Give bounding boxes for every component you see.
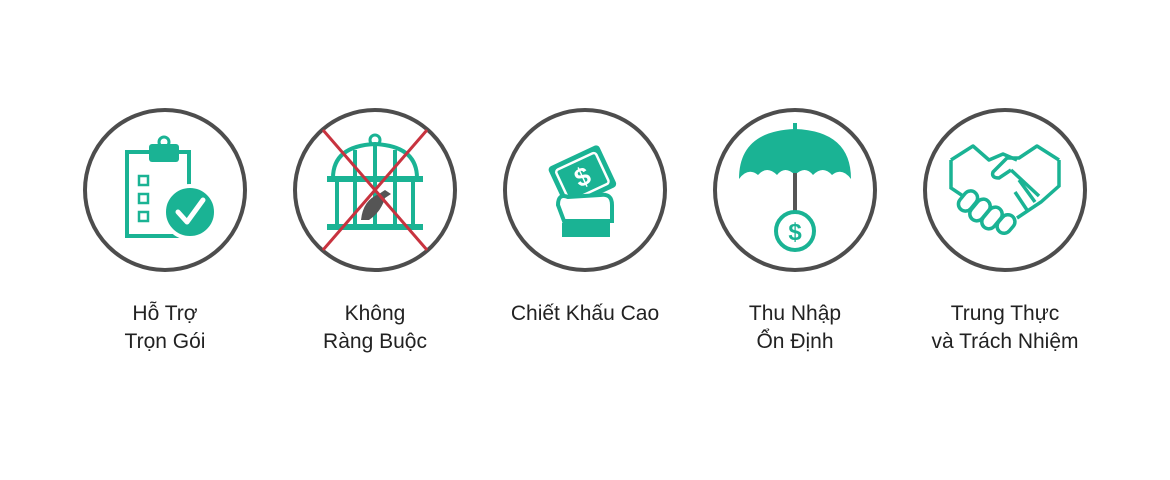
feature-label-line: Không	[344, 302, 406, 325]
feature-label-line: Trọn Gói	[124, 330, 206, 353]
feature-support: Hỗ Trợ Trọn Gói	[55, 108, 275, 356]
feature-label: Trung Thực và Trách Nhiệm	[931, 300, 1078, 356]
feature-honesty: Trung Thực và Trách Nhiệm	[895, 108, 1115, 356]
feature-label: Hỗ Trợ Trọn Gói	[125, 300, 206, 356]
feature-circle	[293, 108, 457, 272]
umbrella-dollar-icon: $	[739, 123, 851, 252]
svg-text:$: $	[788, 219, 802, 246]
handshake-icon	[949, 144, 1061, 236]
caged-bird-crossed-icon	[321, 129, 429, 251]
hand-money-icon: $	[548, 145, 617, 237]
feature-label-line: Thu Nhập	[748, 302, 842, 325]
feature-no-binding: Không Ràng Buộc	[265, 108, 485, 356]
feature-label: Thu Nhập Ổn Định	[749, 300, 841, 356]
feature-label: Không Ràng Buộc	[323, 300, 427, 356]
feature-circle	[923, 108, 1087, 272]
feature-label-line: Ràng Buộc	[323, 330, 427, 353]
feature-label-line: Hỗ Trợ	[132, 302, 198, 325]
feature-label-line: Trung Thực	[950, 302, 1060, 325]
feature-stable-income: $ Thu Nhập Ổn Định	[685, 108, 905, 356]
feature-circle: $	[713, 108, 877, 272]
feature-circle	[83, 108, 247, 272]
feature-circle: $	[503, 108, 667, 272]
clipboard-check-icon	[125, 135, 218, 240]
feature-high-discount: $ Chiết Khấu Cao	[475, 108, 695, 328]
feature-label-line: Chiết Khấu Cao	[510, 302, 660, 325]
feature-label-line: và Trách Nhiệm	[931, 330, 1079, 353]
feature-label: Chiết Khấu Cao	[511, 300, 659, 328]
bird-icon	[361, 190, 391, 220]
feature-label-line: Ổn Định	[756, 330, 834, 353]
